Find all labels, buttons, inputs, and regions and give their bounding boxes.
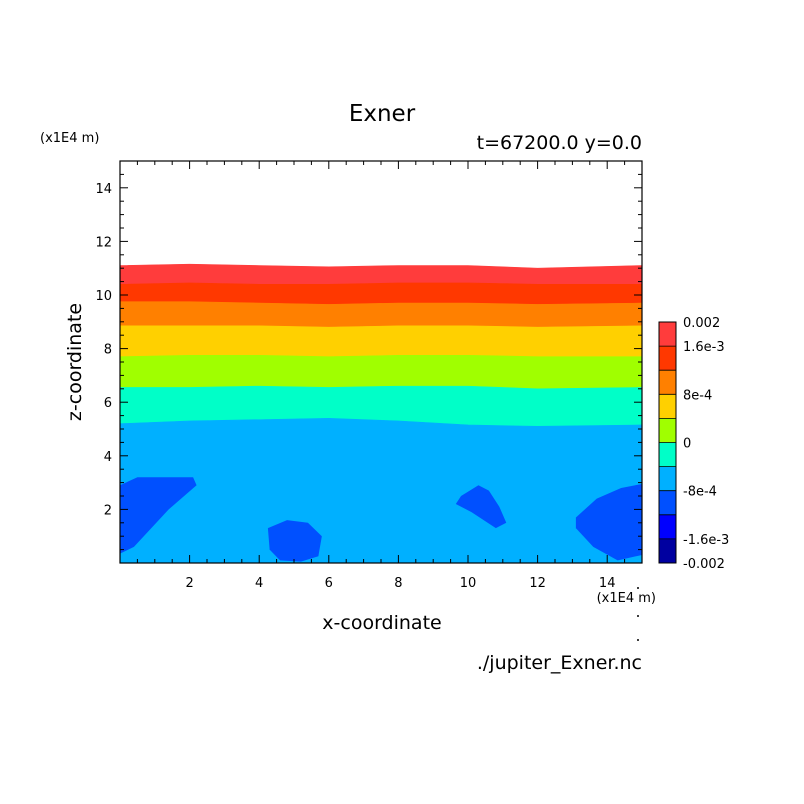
- contour-band: [120, 301, 642, 328]
- chart-title: Exner: [349, 101, 416, 127]
- colorbar-swatch: [659, 346, 676, 371]
- colorbar-label: -1.6e-3: [683, 533, 729, 548]
- colorbar-swatch: [659, 538, 676, 563]
- contour-band: [120, 417, 642, 563]
- colorbar-swatch: [659, 322, 676, 347]
- contour-band: [120, 354, 642, 390]
- colorbar-label: -0.002: [683, 557, 725, 572]
- x-tick-label: 12: [529, 576, 546, 591]
- colorbar-label: 1.6e-3: [683, 340, 725, 355]
- contour-region: [267, 520, 322, 562]
- y-tick-label: 4: [104, 450, 112, 465]
- colorbar: 0.002 1.6e-3 8e-4 0 -8e-4 -1.6e-3 -0.002: [658, 316, 729, 572]
- contour-fill: [120, 263, 642, 563]
- x-tick-label: 8: [394, 576, 402, 591]
- colorbar-label: 0.002: [683, 316, 720, 331]
- colorbar-swatch: [659, 418, 676, 443]
- colorbar-label: -8e-4: [683, 485, 717, 500]
- marker-dot: [637, 615, 639, 617]
- x-axis-label: x-coordinate: [322, 612, 441, 634]
- x-tick-label: 6: [325, 576, 333, 591]
- colorbar-swatch: [659, 442, 676, 467]
- y-tick-label: 8: [104, 343, 112, 358]
- source-filename: ./jupiter_Exner.nc: [477, 652, 642, 674]
- y-axis-ticks: 2 4 6 8 10 12 14: [95, 173, 642, 551]
- x-tick-label: 2: [185, 576, 193, 591]
- y-tick-label: 6: [104, 396, 112, 411]
- y-axis-label: z-coordinate: [64, 303, 86, 421]
- contour-band: [120, 282, 642, 305]
- contour-region: [455, 485, 507, 529]
- x-tick-label: 4: [255, 576, 263, 591]
- colorbar-swatch: [659, 490, 676, 515]
- contour-region: [575, 483, 642, 561]
- y-tick-label: 2: [104, 503, 112, 518]
- contour-region: [120, 477, 197, 554]
- colorbar-swatch: [659, 394, 676, 419]
- colorbar-swatch: [659, 514, 676, 539]
- colorbar-swatch: [659, 370, 676, 395]
- x-tick-label: 14: [599, 576, 616, 591]
- y-tick-label: 12: [95, 235, 112, 250]
- y-tick-label: 14: [95, 182, 112, 197]
- marker-dot: [637, 639, 639, 641]
- x-tick-label: 10: [460, 576, 477, 591]
- y-tick-label: 10: [95, 289, 112, 304]
- x-axis-ticks: 2 4 6 8 10 12 14: [136, 161, 626, 591]
- x-unit-label: (x1E4 m): [597, 591, 656, 606]
- contour-band: [120, 325, 642, 357]
- chart-subtitle: t=67200.0 y=0.0: [477, 132, 642, 154]
- colorbar-swatch: [659, 466, 676, 491]
- marker-dot: [637, 587, 639, 589]
- contour-band: [120, 263, 642, 285]
- colorbar-label: 0: [683, 437, 691, 452]
- y-unit-label: (x1E4 m): [40, 131, 99, 146]
- colorbar-label: 8e-4: [683, 388, 712, 403]
